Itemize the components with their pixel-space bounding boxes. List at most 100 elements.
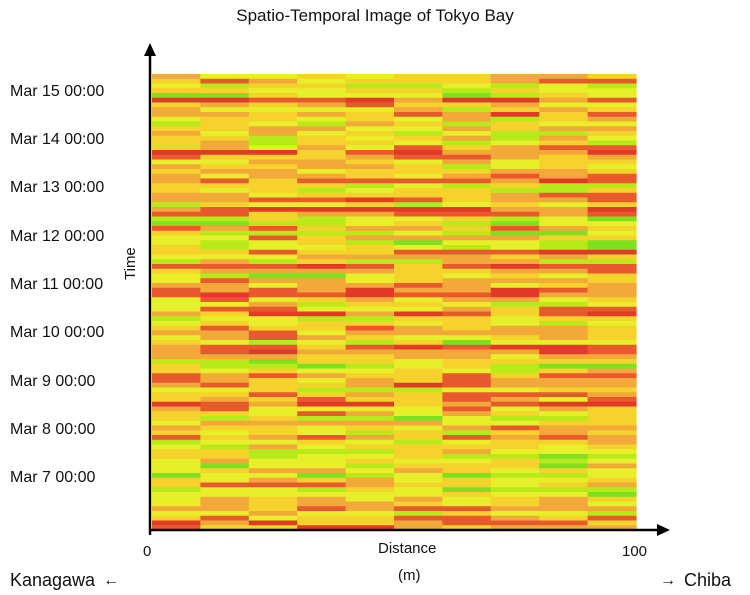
heatmap-cell <box>152 126 201 132</box>
heatmap-cell <box>152 316 201 322</box>
heatmap-cell <box>248 264 298 270</box>
heatmap-cell <box>200 387 250 393</box>
heatmap-cell <box>490 368 540 374</box>
heatmap-cell <box>394 183 443 189</box>
heatmap-cell <box>152 382 201 389</box>
heatmap-cell <box>297 306 347 313</box>
heatmap-cell <box>539 145 589 151</box>
heatmap-cell <box>345 316 395 322</box>
heatmap-cell <box>200 230 250 237</box>
heatmap-cell <box>490 420 540 427</box>
heatmap-cell <box>200 268 250 275</box>
heatmap-cell <box>490 363 540 370</box>
heatmap-cell <box>345 392 395 398</box>
heatmap-cell <box>490 411 540 417</box>
heatmap-cell <box>587 102 637 108</box>
heatmap-cell <box>490 131 540 137</box>
heatmap-cell <box>539 216 589 222</box>
heatmap-cell <box>442 107 492 113</box>
heatmap-cell <box>152 178 201 184</box>
heatmap-cell <box>345 306 395 313</box>
heatmap-cell <box>490 278 540 284</box>
heatmap-cell <box>394 140 443 146</box>
heatmap-cell <box>200 306 250 313</box>
heatmap-cell <box>394 406 443 412</box>
heatmap-cell <box>200 349 250 355</box>
heatmap-cell <box>297 145 347 151</box>
right-direction: → Chiba <box>660 570 731 591</box>
heatmap-cell <box>490 468 540 474</box>
heatmap-cell <box>345 335 395 341</box>
heatmap-cell <box>539 131 589 137</box>
heatmap-cell <box>394 97 443 104</box>
heatmap-cell <box>345 235 395 241</box>
heatmap-cell <box>200 463 250 469</box>
heatmap-cell <box>152 321 201 327</box>
heatmap-cell <box>539 202 589 208</box>
x-axis-label: Distance <box>378 540 437 557</box>
heatmap-cell <box>539 154 589 161</box>
heatmap-cell <box>490 435 540 441</box>
heatmap-cell <box>200 292 250 298</box>
heatmap-cell <box>539 482 589 488</box>
heatmap-cell <box>200 116 250 123</box>
heatmap-cell <box>152 268 201 275</box>
heatmap-cell <box>297 259 347 265</box>
heatmap-cell <box>587 397 637 403</box>
heatmap-cell <box>152 401 201 408</box>
heatmap-cell <box>587 382 637 389</box>
heatmap-cell <box>490 164 540 170</box>
heatmap-cell <box>152 74 201 80</box>
heatmap-cell <box>442 268 492 275</box>
heatmap-cell <box>539 207 589 213</box>
heatmap-cell <box>539 449 589 455</box>
heatmap-cell <box>200 511 250 517</box>
heatmap-cell <box>297 501 347 507</box>
heatmap-cell <box>442 183 492 189</box>
heatmap-cell <box>490 501 540 507</box>
heatmap-cell <box>248 278 298 284</box>
heatmap-cell <box>394 325 443 332</box>
heatmap-cell <box>539 226 589 232</box>
heatmap-cell <box>152 430 201 436</box>
heatmap-cell <box>490 311 540 317</box>
x-axis-arrowhead <box>657 524 670 536</box>
heatmap-cell <box>345 325 395 332</box>
heatmap-cell <box>490 112 540 118</box>
heatmap-cell <box>297 363 347 370</box>
heatmap-cell <box>587 454 637 460</box>
heatmap-cell <box>587 373 637 379</box>
heatmap-cell <box>442 283 492 289</box>
heatmap-cell <box>490 192 540 199</box>
heatmap-cell <box>248 496 298 503</box>
heatmap-cell <box>490 444 540 450</box>
heatmap-cell <box>297 335 347 341</box>
heatmap-cell <box>248 373 298 379</box>
heatmap-cell <box>345 183 395 189</box>
heatmap-cell <box>200 325 250 332</box>
heatmap-cell <box>297 140 347 146</box>
heatmap-cell <box>345 515 395 522</box>
heatmap-cell <box>490 154 540 161</box>
heatmap-cell <box>200 449 250 455</box>
heatmap-cell <box>248 283 298 289</box>
heatmap-cell <box>490 321 540 327</box>
heatmap-cell <box>539 316 589 322</box>
heatmap-cell <box>587 216 637 222</box>
heatmap-cell <box>490 316 540 322</box>
heatmap-cell <box>248 297 298 303</box>
heatmap-cell <box>587 268 637 275</box>
heatmap-cell <box>442 473 492 479</box>
heatmap-cell <box>587 292 637 298</box>
heatmap-cell <box>394 264 443 270</box>
heatmap-cell <box>152 344 201 351</box>
heatmap-cell <box>587 330 637 336</box>
heatmap-cell <box>248 416 298 422</box>
heatmap-cell <box>539 183 589 189</box>
heatmap-cell <box>248 273 298 279</box>
heatmap-cell <box>394 164 443 170</box>
heatmap-cell <box>200 416 250 422</box>
heatmap-cell <box>345 278 395 284</box>
heatmap-cell <box>152 439 201 446</box>
heatmap-cell <box>442 145 492 151</box>
